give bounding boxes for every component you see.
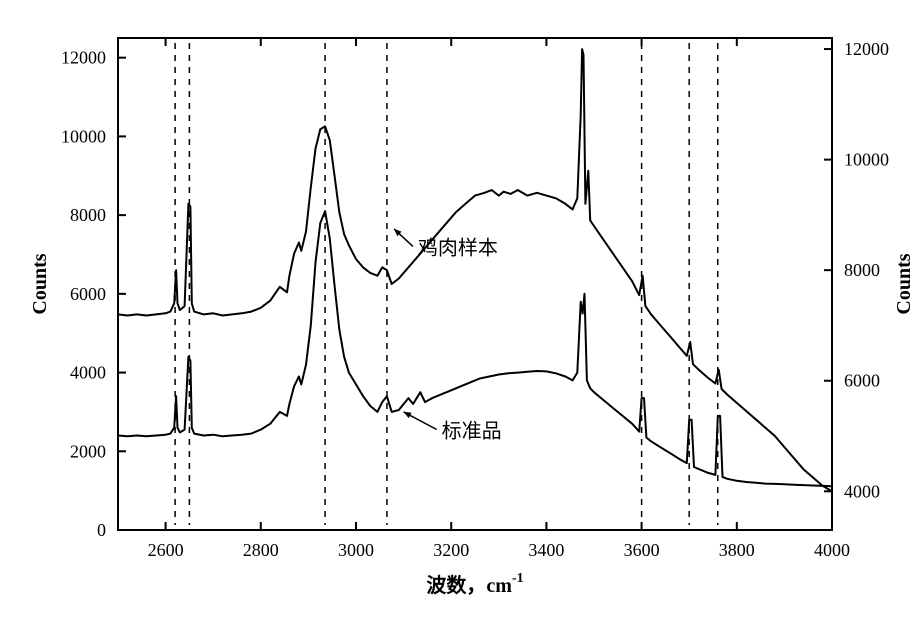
chart-svg: 2600 2800 3000 3200 3400 3600 3800 4000 0 2000 400… xyxy=(0,0,922,636)
x-tick-label: 2600 xyxy=(148,540,184,560)
y-left-tick-label: 10000 xyxy=(61,126,106,146)
y-right-tick-label: 4000 xyxy=(844,481,880,501)
y-right-tick-label: 6000 xyxy=(844,371,880,391)
y-left-tick-label: 12000 xyxy=(61,48,106,68)
y-right-tick-label: 10000 xyxy=(844,150,889,170)
x-tick-label: 3200 xyxy=(433,540,469,560)
series-annotation: 鸡肉样本 xyxy=(418,236,498,259)
y-right-tick-label: 12000 xyxy=(844,39,889,59)
x-tick-label: 4000 xyxy=(814,540,850,560)
y-left-tick-label: 0 xyxy=(97,520,106,540)
svg-text:波数，cm-1: 波数，cm-1 xyxy=(426,571,523,597)
y-left-tick-label: 2000 xyxy=(70,441,106,461)
x-tick-label: 3600 xyxy=(624,540,660,560)
x-axis-label: 波数，cm-1 xyxy=(426,571,523,597)
x-tick-label: 3400 xyxy=(528,540,564,560)
y-left-axis-label: Counts xyxy=(29,253,51,314)
y-left-tick-label: 6000 xyxy=(70,284,106,304)
y-left-tick-label: 4000 xyxy=(70,363,106,383)
x-tick-label: 3000 xyxy=(338,540,374,560)
y-right-tick-label: 8000 xyxy=(844,260,880,280)
series-annotation: 标准品 xyxy=(442,420,502,443)
x-tick-label: 3800 xyxy=(719,540,755,560)
y-left-tick-label: 8000 xyxy=(70,205,106,225)
x-tick-label: 2800 xyxy=(243,540,279,560)
y-right-axis-label: Counts xyxy=(893,253,915,314)
spectrum-chart: 2600 2800 3000 3200 3400 3600 3800 4000 0 2000 400… xyxy=(0,0,922,636)
